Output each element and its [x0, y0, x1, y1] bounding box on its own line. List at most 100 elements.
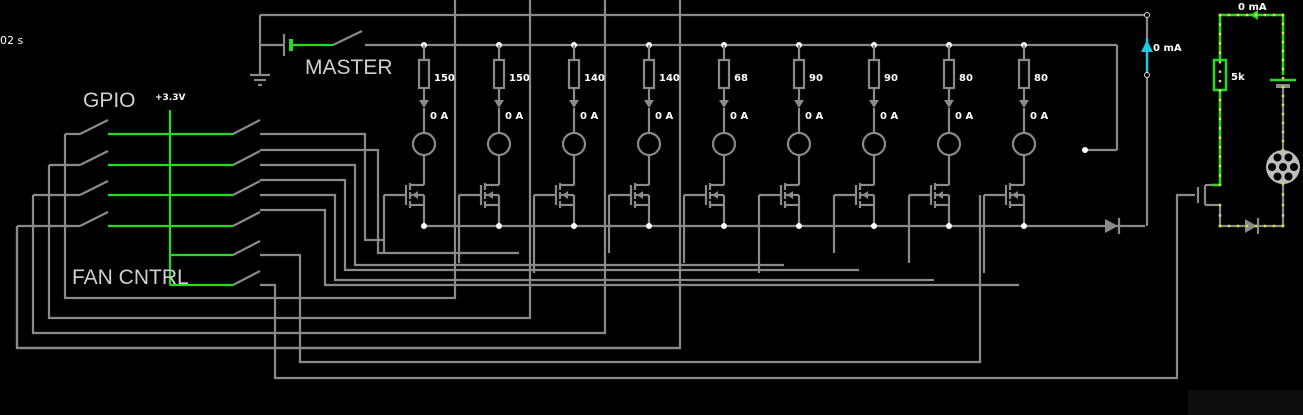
lamp	[786, 131, 812, 157]
master-rail	[258, 13, 1149, 226]
fan-blade-gap	[1273, 172, 1282, 181]
time-readout: 02 s	[0, 34, 23, 47]
current-readout: 0 A	[580, 111, 598, 122]
lamp	[711, 131, 737, 157]
junction-dot	[946, 223, 952, 229]
lamp	[561, 131, 587, 157]
current-dot	[1272, 224, 1276, 228]
gpio-output-switch[interactable]	[232, 240, 261, 256]
gpio-gate-wire	[15, 0, 682, 350]
fan-control-label: FAN CNTRL	[72, 266, 189, 289]
resistor	[942, 58, 956, 90]
gpio-output-switch[interactable]	[232, 270, 261, 286]
fan-diode	[1245, 219, 1257, 233]
resistor-value: 150	[434, 73, 455, 84]
current-dot	[1281, 76, 1285, 80]
gpio-switch-group[interactable]	[15, 0, 682, 350]
gate-control-wire	[260, 195, 982, 364]
mosfet-arrow	[487, 191, 493, 199]
current-dot	[1254, 13, 1258, 17]
lamp	[936, 131, 962, 157]
load-branch: 90 0 A	[834, 42, 898, 229]
current-dot	[1218, 127, 1222, 130]
load-branch: 80 0 A	[984, 42, 1048, 229]
gpio-output-switch[interactable]	[232, 119, 261, 135]
mosfet-arrow	[937, 191, 943, 199]
resistor	[792, 58, 806, 90]
gate-control-wires	[15, 132, 1195, 380]
fan-resistor-value: 5k	[1231, 72, 1245, 83]
current-dot	[1281, 224, 1285, 228]
lamp	[486, 131, 512, 157]
current-dot	[1218, 98, 1222, 102]
master-current-readout: 0 mA	[1153, 43, 1182, 54]
gate-control-wire	[260, 163, 784, 267]
master-label: MASTER	[305, 56, 393, 79]
current-dot	[1218, 51, 1222, 54]
junction-dot	[871, 223, 877, 229]
current-dot	[1281, 40, 1285, 44]
resistor-value: 90	[884, 73, 898, 84]
current-dot	[1218, 61, 1222, 64]
load-branch: 150 0 A	[384, 42, 455, 229]
current-dot	[1281, 182, 1285, 186]
fan-current-readout: 0 mA	[1238, 2, 1267, 13]
junction-dot	[421, 223, 427, 229]
current-dot	[1272, 13, 1276, 17]
corner-panel	[1188, 390, 1303, 415]
current-dot	[1218, 108, 1222, 111]
current-dot	[1218, 224, 1222, 228]
current-readout: 0 A	[430, 111, 448, 122]
current-dot	[1218, 203, 1222, 207]
load-branch: 90 0 A	[759, 42, 823, 229]
current-readout: 0 A	[505, 111, 523, 122]
current-dot	[1218, 13, 1222, 17]
current-dot	[1281, 31, 1285, 35]
gpio-output-switch[interactable]	[232, 180, 261, 196]
current-dot	[1236, 13, 1240, 17]
gpio-gate-wire	[15, 226, 680, 350]
mosfet-arrow	[637, 191, 643, 199]
junction-dot	[796, 223, 802, 229]
master-switch[interactable]	[332, 30, 363, 46]
resistor	[642, 58, 656, 90]
current-dot	[1236, 224, 1240, 228]
gpio-output-switch[interactable]	[232, 211, 261, 227]
gpio-input-switch[interactable]	[79, 211, 109, 227]
load-branch: 140 0 A	[609, 42, 680, 229]
current-arrow	[644, 100, 654, 108]
current-dot	[1281, 13, 1285, 17]
mosfet-arrow	[787, 191, 793, 199]
gpio-input-switch[interactable]	[79, 180, 109, 196]
load-branch: 150 0 A	[459, 42, 530, 229]
current-dot	[1218, 174, 1222, 177]
load-branch: 80 0 A	[909, 42, 973, 229]
current-dot	[1245, 224, 1249, 228]
resistor-value: 68	[734, 73, 748, 84]
fan-motor-icon	[1266, 150, 1300, 184]
lamp	[636, 131, 662, 157]
fan-blade-gap	[1273, 153, 1282, 162]
current-dot	[1245, 13, 1249, 17]
gpio-switch-bank	[108, 110, 233, 287]
current-dot	[1218, 117, 1222, 121]
gate-control-wire	[260, 132, 384, 242]
current-dot	[1218, 155, 1222, 158]
fan-circuit	[1196, 10, 1300, 234]
current-dot	[1218, 146, 1222, 149]
mosfet-arrow	[412, 191, 418, 199]
gpio-input-switch[interactable]	[79, 119, 109, 135]
current-dot	[1281, 85, 1285, 89]
current-arrow	[1019, 100, 1029, 108]
current-dot	[1218, 42, 1222, 45]
current-arrow	[944, 100, 954, 108]
junction-dot	[646, 223, 652, 229]
resistor-value: 140	[584, 73, 605, 84]
gpio-input-switch[interactable]	[79, 150, 109, 166]
mosfet-arrow	[712, 191, 718, 199]
current-dot	[1281, 49, 1285, 53]
fan-hub	[1279, 163, 1287, 171]
mosfet-arrow	[562, 191, 568, 199]
gpio-output-switch[interactable]	[232, 150, 261, 166]
